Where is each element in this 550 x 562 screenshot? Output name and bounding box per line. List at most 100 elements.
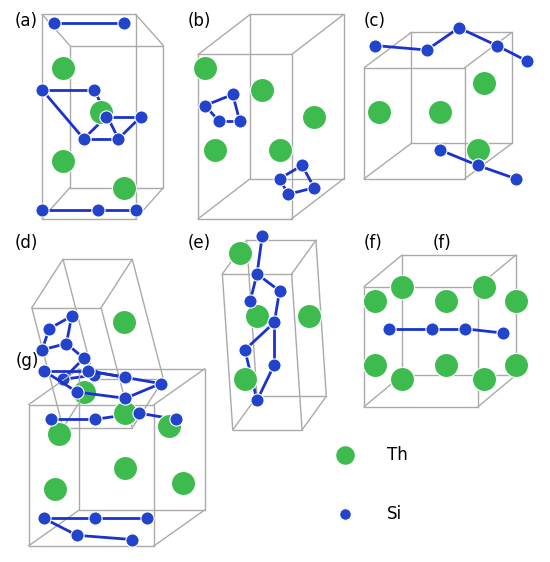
Point <box>275 174 284 183</box>
Point <box>51 484 59 493</box>
Point <box>38 85 47 94</box>
Point <box>90 371 98 380</box>
Point <box>121 409 130 418</box>
Point <box>228 90 237 99</box>
Point <box>79 354 88 363</box>
Point <box>119 318 128 327</box>
Point <box>90 415 99 424</box>
Text: (b): (b) <box>188 12 211 30</box>
Point <box>258 85 267 94</box>
Point <box>428 324 437 333</box>
Point <box>121 373 130 382</box>
Point <box>235 248 244 257</box>
Point <box>119 19 128 28</box>
Text: Si: Si <box>387 505 402 523</box>
Point <box>398 282 406 291</box>
Point <box>93 205 102 214</box>
Point <box>50 19 59 28</box>
Point <box>441 297 450 306</box>
Point <box>128 535 136 544</box>
Point <box>240 345 249 355</box>
Text: (f): (f) <box>432 234 451 252</box>
Point <box>211 146 220 155</box>
Point <box>252 311 261 320</box>
Point <box>498 328 507 337</box>
Point <box>62 339 71 348</box>
Point <box>371 297 380 306</box>
Point <box>340 510 349 519</box>
Point <box>474 146 482 155</box>
Point <box>40 366 48 375</box>
Point <box>46 415 55 424</box>
Point <box>134 409 143 418</box>
Text: (a): (a) <box>14 12 37 30</box>
Point <box>114 134 123 143</box>
Point <box>156 379 165 388</box>
Point <box>97 108 106 117</box>
Point <box>340 451 349 460</box>
Point <box>73 531 81 540</box>
Point <box>371 360 380 369</box>
Point <box>143 514 152 523</box>
Point <box>84 366 92 375</box>
Point <box>275 146 284 155</box>
Point <box>252 269 261 278</box>
Point <box>121 394 130 403</box>
Text: (e): (e) <box>188 234 211 252</box>
Point <box>90 85 98 94</box>
Point <box>178 478 187 487</box>
Text: (c): (c) <box>364 12 386 30</box>
Point <box>59 375 67 384</box>
Point <box>474 161 482 170</box>
Point <box>131 205 140 214</box>
Point <box>214 116 223 125</box>
Point <box>79 388 88 397</box>
Point <box>240 375 249 384</box>
Point <box>258 232 267 241</box>
Point <box>298 161 306 170</box>
Point <box>275 287 284 296</box>
Point <box>172 415 180 424</box>
Point <box>384 324 393 333</box>
Point <box>512 297 520 306</box>
Point <box>479 79 488 88</box>
Point <box>45 324 53 333</box>
Point <box>436 146 444 155</box>
Point <box>246 297 255 306</box>
Point <box>310 183 318 192</box>
Point <box>523 57 532 66</box>
Point <box>371 41 380 50</box>
Point <box>119 183 128 192</box>
Text: (d): (d) <box>14 234 38 252</box>
Point <box>73 388 81 397</box>
Point <box>436 108 444 117</box>
Point <box>310 112 318 121</box>
Point <box>479 282 488 291</box>
Point <box>38 205 47 214</box>
Point <box>492 41 501 50</box>
Point <box>59 157 67 166</box>
Point <box>375 108 384 117</box>
Text: Th: Th <box>387 446 408 464</box>
Point <box>441 360 450 369</box>
Point <box>79 134 88 143</box>
Point <box>67 311 76 320</box>
Point <box>235 116 244 125</box>
Point <box>136 112 145 121</box>
Point <box>512 174 520 183</box>
Point <box>102 112 111 121</box>
Point <box>40 514 48 523</box>
Point <box>121 463 130 472</box>
Point <box>454 23 463 32</box>
Point <box>38 345 47 355</box>
Point <box>479 375 488 384</box>
Point <box>422 46 431 55</box>
Point <box>460 324 469 333</box>
Point <box>284 190 293 199</box>
Point <box>90 514 99 523</box>
Point <box>512 360 520 369</box>
Point <box>59 64 67 72</box>
Point <box>270 360 279 369</box>
Point <box>398 375 406 384</box>
Point <box>252 396 261 405</box>
